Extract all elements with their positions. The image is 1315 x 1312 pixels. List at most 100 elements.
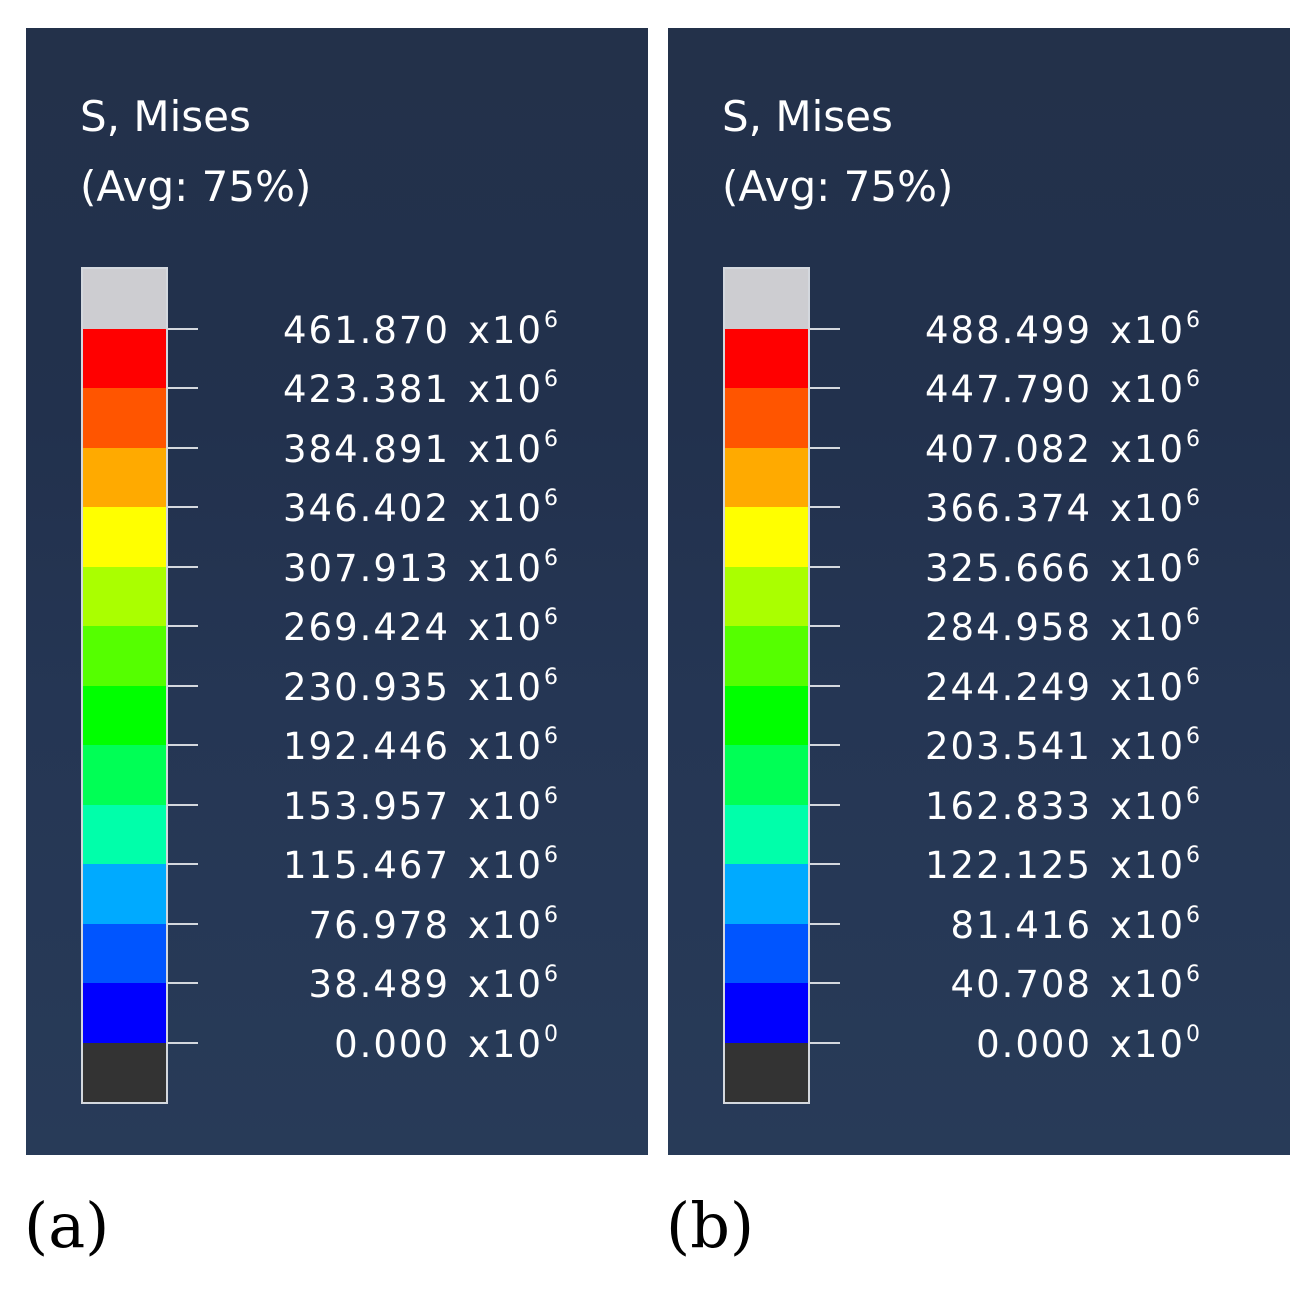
label-exponent: 6 [544, 962, 558, 987]
legend-title: S, Mises [80, 92, 251, 141]
label-exponent: 0 [544, 1021, 558, 1047]
legend-label: 244.249 x106 [925, 665, 1200, 709]
label-unit: x10 [468, 546, 543, 590]
color-swatch [725, 804, 808, 864]
color-bar [81, 267, 168, 1104]
legend-label: 384.891 x106 [283, 426, 558, 471]
label-unit: x10 [468, 487, 543, 530]
legend-tick [168, 565, 198, 568]
legend-label: 325.666 x106 [925, 545, 1200, 590]
legend-title: S, Mises [722, 92, 893, 141]
legend-label: 366.374 x106 [925, 486, 1200, 530]
legend-tick [168, 446, 198, 449]
legend-tick [810, 863, 840, 865]
legend-label: 0.000 x100 [976, 1021, 1200, 1066]
label-value: 244.249 [925, 665, 1093, 709]
label-value: 366.374 [925, 487, 1093, 530]
legend-tick [810, 327, 840, 330]
label-value: 76.978 [308, 903, 451, 947]
label-unit: x10 [1110, 1022, 1185, 1066]
label-unit: x10 [468, 725, 543, 768]
label-unit: x10 [468, 427, 543, 471]
color-swatch [83, 864, 166, 924]
legend-tick [810, 982, 840, 984]
label-exponent: 6 [1186, 605, 1200, 630]
label-value: 325.666 [925, 546, 1093, 590]
color-swatch [83, 447, 166, 507]
label-exponent: 6 [544, 545, 558, 571]
color-swatch [725, 983, 808, 1043]
color-swatch [83, 745, 166, 805]
label-value: 40.708 [950, 963, 1093, 1006]
legend-tick [810, 387, 840, 389]
color-swatch [725, 388, 808, 448]
color-swatch [725, 447, 808, 507]
legend-label: 423.381 x106 [283, 367, 558, 409]
color-swatch [83, 566, 166, 626]
color-swatch [83, 685, 166, 745]
legend-tick [810, 684, 840, 687]
legend-label: 284.958 x106 [925, 605, 1200, 649]
label-unit: x10 [468, 844, 543, 887]
label-value: 346.402 [283, 487, 451, 530]
legend-subtitle: (Avg: 75%) [722, 162, 954, 211]
color-bar [723, 267, 810, 1104]
label-exponent: 6 [1186, 307, 1200, 333]
legend-label: 230.935 x106 [283, 664, 558, 706]
label-value: 269.424 [283, 606, 451, 649]
label-value: 81.416 [950, 903, 1093, 947]
legend-tick [168, 625, 198, 627]
label-value: 38.489 [308, 963, 451, 1006]
label-exponent: 6 [544, 664, 558, 690]
legend-tick [810, 744, 840, 746]
legend-label: 407.082 x106 [925, 427, 1200, 471]
color-swatch [725, 864, 808, 924]
label-exponent: 6 [1186, 545, 1200, 571]
caption-a: (a) [24, 1189, 110, 1262]
legend-tick [810, 625, 840, 627]
label-exponent: 6 [1186, 902, 1200, 928]
label-exponent: 6 [544, 724, 558, 749]
legend-label: 307.913 x106 [283, 545, 558, 590]
legend-tick [168, 387, 198, 389]
legend-tick [168, 327, 198, 330]
legend-tick [168, 744, 198, 746]
label-unit: x10 [1110, 368, 1185, 411]
label-unit: x10 [468, 903, 543, 947]
label-exponent: 6 [544, 367, 558, 392]
legend-label: 346.402 x106 [283, 486, 558, 530]
label-exponent: 6 [544, 902, 558, 928]
label-value: 461.870 [283, 308, 451, 352]
legend-tick [168, 1041, 198, 1044]
legend-label: 447.790 x106 [925, 368, 1200, 411]
legend-label: 38.489 x106 [308, 962, 558, 1006]
legend-subtitle: (Avg: 75%) [80, 162, 312, 211]
label-value: 0.000 [334, 1022, 451, 1066]
legend-tick [168, 922, 198, 925]
label-value: 407.082 [925, 427, 1093, 471]
label-unit: x10 [1110, 844, 1185, 887]
label-exponent: 6 [1186, 486, 1200, 511]
legend-panel-a: S, Mises (Avg: 75%) 461.870 x106 423.381 x1… [26, 28, 648, 1155]
legend-tick [810, 922, 840, 925]
label-unit: x10 [1110, 725, 1185, 768]
label-exponent: 6 [544, 605, 558, 630]
label-exponent: 6 [544, 426, 558, 452]
label-exponent: 6 [544, 486, 558, 511]
label-unit: x10 [468, 606, 543, 649]
color-swatch [725, 685, 808, 745]
legend-label: 203.541 x106 [925, 725, 1200, 768]
legend-label: 162.833 x106 [925, 785, 1200, 825]
legend-label: 269.424 x106 [283, 605, 558, 649]
color-swatch [83, 626, 166, 686]
label-unit: x10 [1110, 546, 1185, 590]
legend-label: 115.467 x106 [283, 844, 558, 887]
color-swatch [725, 269, 808, 329]
legend-tick [810, 446, 840, 449]
color-swatch [83, 804, 166, 864]
label-value: 284.958 [925, 606, 1093, 649]
legend-label: 81.416 x106 [950, 902, 1200, 947]
label-value: 0.000 [976, 1022, 1093, 1066]
label-exponent: 0 [1186, 1021, 1200, 1047]
label-value: 447.790 [925, 368, 1093, 411]
